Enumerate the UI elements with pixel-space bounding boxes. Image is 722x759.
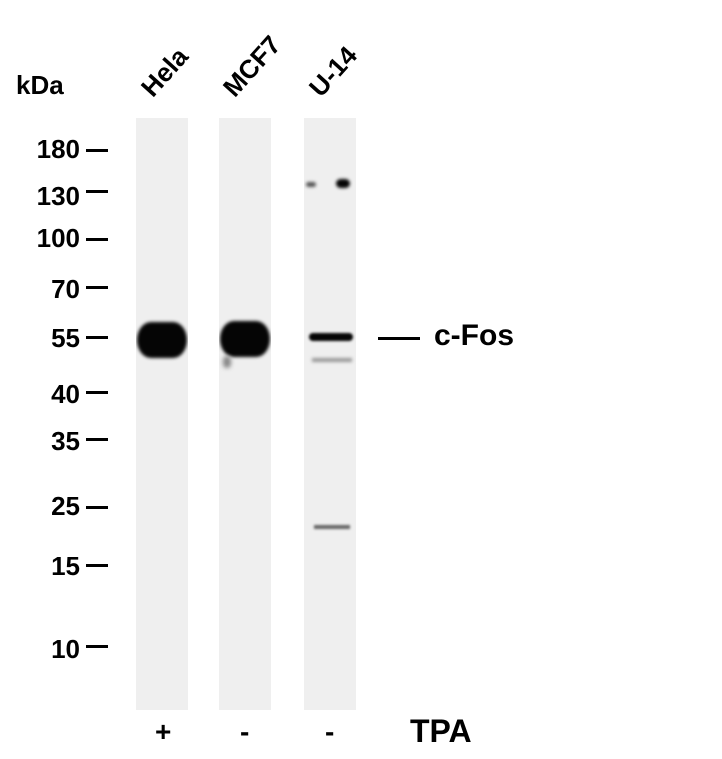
lane-hela	[136, 118, 188, 710]
marker-180: 180	[36, 134, 80, 164]
lane-label-u14: U-14	[302, 40, 363, 103]
marker-tick	[86, 238, 108, 241]
marker-tick	[86, 506, 108, 509]
marker-tick	[86, 286, 108, 289]
marker-10: 10	[51, 634, 80, 664]
kda-label: kDa	[16, 70, 64, 100]
lane-label-mcf7: MCF7	[216, 29, 287, 103]
band-high-mw-faint	[306, 182, 316, 187]
band-cfos	[309, 333, 353, 341]
target-pointer-line	[378, 337, 420, 340]
marker-70: 70	[51, 274, 80, 304]
lane-u14	[304, 118, 356, 710]
marker-tick	[86, 336, 108, 339]
marker-15: 15	[51, 551, 80, 581]
tpa-sign-mcf7: -	[240, 716, 250, 747]
marker-tick	[86, 190, 108, 193]
tpa-sign-hela: +	[155, 716, 172, 747]
lane-label-hela: Hela	[134, 41, 195, 103]
marker-tick	[86, 391, 108, 394]
band-smear	[223, 356, 231, 368]
band-cfos	[220, 321, 270, 357]
marker-tick	[86, 564, 108, 567]
marker-55: 55	[51, 323, 80, 353]
marker-25: 25	[51, 491, 80, 521]
marker-tick	[86, 149, 108, 152]
tpa-sign-u14: -	[325, 716, 335, 747]
marker-tick	[86, 645, 108, 648]
band-low-mw	[314, 525, 350, 529]
marker-40: 40	[51, 379, 80, 409]
band-faint	[312, 358, 352, 362]
marker-100: 100	[36, 223, 80, 253]
lane-mcf7	[219, 118, 271, 710]
marker-130: 130	[36, 181, 80, 211]
target-label: c-Fos	[434, 319, 515, 352]
marker-tick	[86, 438, 108, 441]
marker-35: 35	[51, 426, 80, 456]
treatment-label: TPA	[410, 713, 472, 749]
band-cfos	[137, 322, 187, 358]
band-high-mw	[336, 179, 350, 188]
